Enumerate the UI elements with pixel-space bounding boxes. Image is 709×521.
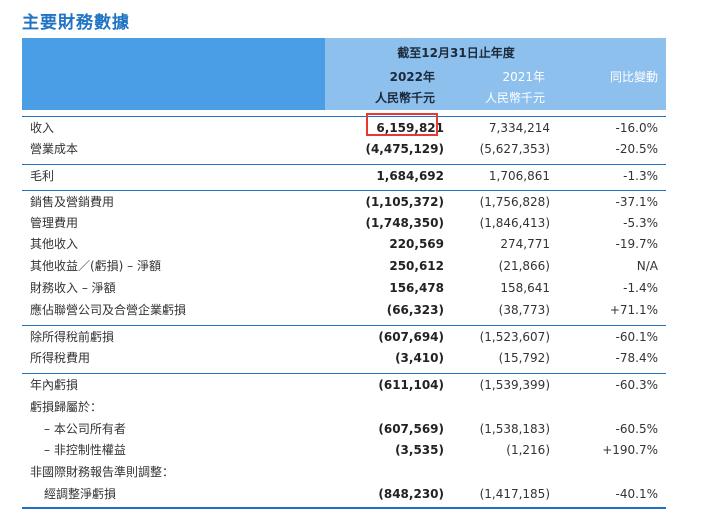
row-label: 所得稅費用 xyxy=(30,351,91,365)
yoy-change: +190.7% xyxy=(602,443,658,457)
value-2021: 1,706,861 xyxy=(488,169,550,183)
row-label: 財務收入 – 淨額 xyxy=(30,281,116,295)
unit-2021-header: 人民幣千元 xyxy=(484,91,545,105)
row-label: 年內虧損 xyxy=(30,378,79,392)
yoy-change: N/A xyxy=(636,259,658,273)
table-row: 其他收益／(虧損) – 淨額 250,612 (21,866) N/A xyxy=(22,255,666,277)
value-2022: (1,748,350) xyxy=(365,216,444,230)
period-label: 截至12月31日止年度 xyxy=(397,46,515,60)
value-2022: (607,569) xyxy=(378,422,444,436)
table-row: 非國際財務報告準則調整： xyxy=(22,461,666,483)
value-2021: (1,523,607) xyxy=(479,330,550,344)
table-row: 所得稅費用 (3,410) (15,792) -78.4% xyxy=(22,347,666,369)
yoy-change: -78.4% xyxy=(615,351,658,365)
value-2022: 156,478 xyxy=(389,281,444,295)
yoy-change: -60.5% xyxy=(615,422,658,436)
header-highlight-bar xyxy=(325,38,666,110)
value-2022: (848,230) xyxy=(378,487,444,501)
yoy-change: -20.5% xyxy=(615,142,658,156)
row-label: 其他收益／(虧損) – 淨額 xyxy=(30,259,161,273)
yoy-change: -60.3% xyxy=(615,378,658,392)
value-2022: (611,104) xyxy=(378,378,444,392)
value-2022: 250,612 xyxy=(389,259,444,273)
value-2021: (1,417,185) xyxy=(479,487,550,501)
value-2021: (15,792) xyxy=(498,351,550,365)
value-2022: 1,684,692 xyxy=(376,169,444,183)
table-row: 營業成本 (4,475,129) (5,627,353) -20.5% xyxy=(22,138,666,160)
value-2021: (1,539,399) xyxy=(479,378,550,392)
row-label: 其他收入 xyxy=(30,237,79,251)
change-header: 同比變動 xyxy=(609,70,658,84)
yoy-change: -1.3% xyxy=(623,169,658,183)
value-2021: (38,773) xyxy=(498,303,550,317)
value-2021: 158,641 xyxy=(500,281,550,295)
table-row: 收入 6,159,821 7,334,214 -16.0% xyxy=(22,116,666,139)
value-2022: (3,410) xyxy=(395,351,444,365)
yoy-change: -19.7% xyxy=(615,237,658,251)
table-row: 年內虧損 (611,104) (1,539,399) -60.3% xyxy=(22,373,666,396)
table-row: – 本公司所有者 (607,569) (1,538,183) -60.5% xyxy=(22,418,666,440)
row-label: – 非控制性權益 xyxy=(44,443,126,457)
value-2022: (66,323) xyxy=(386,303,444,317)
yoy-change: -60.1% xyxy=(615,330,658,344)
table-row: 其他收入 220,569 274,771 -19.7% xyxy=(22,233,666,255)
row-label: 營業成本 xyxy=(30,142,79,156)
value-2021: (5,627,353) xyxy=(479,142,550,156)
row-label: 應佔聯營公司及合營企業虧損 xyxy=(30,303,187,317)
value-2022: (3,535) xyxy=(395,443,444,457)
row-label: 毛利 xyxy=(30,169,55,183)
table-row: 財務收入 – 淨額 156,478 158,641 -1.4% xyxy=(22,277,666,299)
value-2021: (1,756,828) xyxy=(479,195,550,209)
yoy-change: -40.1% xyxy=(615,487,658,501)
row-label: 虧損歸屬於： xyxy=(30,400,103,414)
table-row: 除所得稅前虧損 (607,694) (1,523,607) -60.1% xyxy=(22,325,666,348)
table-row: 管理費用 (1,748,350) (1,846,413) -5.3% xyxy=(22,212,666,234)
yoy-change: +71.1% xyxy=(609,303,658,317)
row-label: 銷售及營銷費用 xyxy=(30,195,115,209)
row-label: 除所得稅前虧損 xyxy=(30,330,115,344)
table-bottom-rule xyxy=(22,507,666,509)
row-label: 管理費用 xyxy=(30,216,79,230)
row-label: – 本公司所有者 xyxy=(44,422,126,436)
value-2022: (4,475,129) xyxy=(365,142,444,156)
year-2022-header: 2022年 xyxy=(389,70,435,84)
highlight-box xyxy=(366,113,438,136)
table-row: 虧損歸屬於： xyxy=(22,396,666,418)
value-2022: 6,159,821 xyxy=(376,121,444,135)
value-2022: 220,569 xyxy=(389,237,444,251)
row-label: 經調整淨虧損 xyxy=(44,487,117,501)
page-title: 主要財務數據 xyxy=(22,13,130,33)
value-2022: (607,694) xyxy=(378,330,444,344)
value-2021: (21,866) xyxy=(498,259,550,273)
yoy-change: -16.0% xyxy=(615,121,658,135)
yoy-change: -1.4% xyxy=(623,281,658,295)
row-label: 非國際財務報告準則調整： xyxy=(30,465,175,479)
value-2022: (1,105,372) xyxy=(365,195,444,209)
table-row: – 非控制性權益 (3,535) (1,216) +190.7% xyxy=(22,439,666,461)
table-row: 經調整淨虧損 (848,230) (1,417,185) -40.1% xyxy=(22,483,666,505)
table-row: 毛利 1,684,692 1,706,861 -1.3% xyxy=(22,164,666,187)
table-row: 銷售及營銷費用 (1,105,372) (1,756,828) -37.1% xyxy=(22,190,666,213)
table-row: 應佔聯營公司及合營企業虧損 (66,323) (38,773) +71.1% xyxy=(22,299,666,321)
value-2021: (1,846,413) xyxy=(479,216,550,230)
year-2021-header: 2021年 xyxy=(502,70,545,84)
value-2021: 7,334,214 xyxy=(488,121,550,135)
value-2021: (1,538,183) xyxy=(479,422,550,436)
yoy-change: -37.1% xyxy=(615,195,658,209)
table-header: 截至12月31日止年度 2022年 2021年 同比變動 人民幣千元 人民幣千元 xyxy=(22,38,666,110)
yoy-change: -5.3% xyxy=(623,216,658,230)
value-2021: (1,216) xyxy=(506,443,550,457)
row-label: 收入 xyxy=(30,121,55,135)
value-2021: 274,771 xyxy=(500,237,550,251)
unit-2022-header: 人民幣千元 xyxy=(374,91,435,105)
